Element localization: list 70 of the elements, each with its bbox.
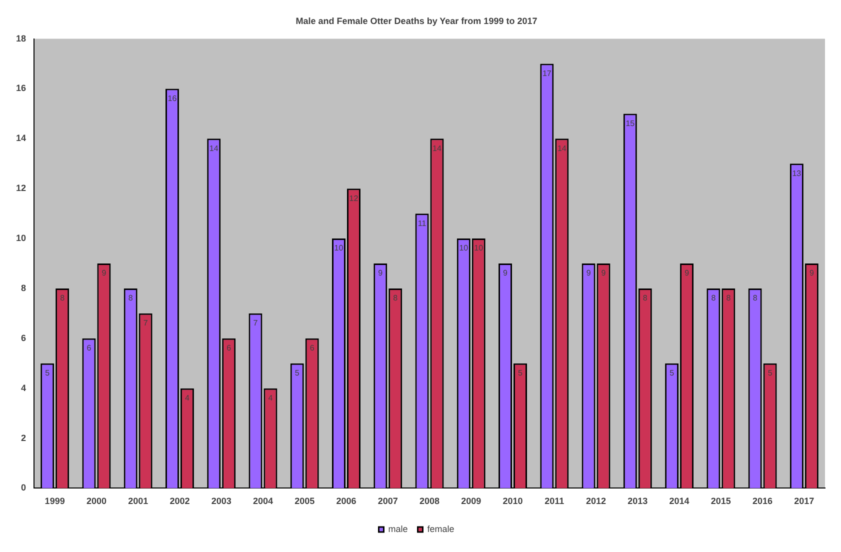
data-label: 8: [711, 294, 716, 303]
data-label: 5: [670, 368, 675, 378]
data-label: 15: [626, 118, 636, 128]
x-tick-label: 2007: [378, 496, 398, 506]
y-tick-label: 0: [20, 482, 26, 493]
data-label: 10: [459, 244, 469, 253]
x-tick-label: 2003: [211, 496, 232, 506]
x-tick-label: 2009: [461, 496, 482, 506]
y-tick-label: 8: [20, 282, 26, 293]
x-tick-label: 2011: [544, 496, 564, 506]
data-label: 5: [768, 368, 773, 378]
x-tick-label: 2015: [710, 496, 731, 506]
x-tick-label: 2005: [294, 496, 315, 506]
data-label: 7: [143, 318, 148, 328]
y-tick-label: 6: [20, 332, 26, 343]
data-label: 14: [432, 144, 442, 153]
data-label: 9: [503, 268, 508, 278]
y-tick-label: 4: [20, 382, 26, 393]
x-tick-label: 1999: [44, 496, 65, 506]
x-tick-label: 2014: [669, 496, 690, 506]
data-label: 14: [557, 144, 567, 153]
x-tick-label: 2002: [170, 496, 190, 506]
y-tick-label: 16: [16, 83, 26, 94]
x-tick-label: 2012: [586, 496, 606, 506]
data-label: 4: [184, 394, 190, 403]
data-label: 5: [518, 368, 524, 378]
data-label: 8: [752, 294, 758, 303]
data-label: 8: [393, 294, 398, 303]
y-tick-label: 12: [16, 183, 26, 194]
x-tick-label: 2017: [794, 496, 814, 506]
x-tick-label: 2004: [252, 496, 273, 506]
x-tick-label: 2000: [86, 496, 106, 506]
data-label: 16: [168, 94, 178, 103]
data-label: 9: [809, 268, 814, 278]
data-label: 4: [268, 394, 274, 403]
data-label: 9: [684, 268, 690, 278]
data-label: 5: [45, 368, 50, 378]
data-label: 11: [418, 218, 427, 228]
chart-title: Male and Female Otter Deaths by Year from 1999 to 2017: [296, 16, 538, 26]
data-label: 17: [542, 68, 552, 78]
y-tick-label: 18: [16, 33, 26, 44]
x-tick-label: 2010: [502, 496, 523, 506]
data-label: 5: [294, 368, 300, 378]
data-label: 9: [586, 268, 592, 278]
data-label: 6: [226, 344, 232, 353]
data-label: 6: [310, 344, 315, 353]
y-tick-label: 2: [20, 432, 26, 443]
data-label: 8: [60, 294, 66, 303]
x-tick-label: 2006: [336, 496, 356, 506]
data-label: 6: [86, 344, 92, 353]
x-tick-label: 2001: [128, 496, 148, 506]
data-label: 9: [102, 268, 107, 278]
data-label: 10: [474, 244, 484, 253]
data-label: 9: [378, 268, 384, 278]
y-tick-label: 14: [16, 133, 26, 144]
data-label: 8: [642, 294, 648, 303]
y-tick-label: 10: [16, 233, 26, 244]
data-label: 13: [792, 168, 802, 178]
data-label: 8: [726, 294, 732, 303]
data-label: 14: [209, 144, 219, 153]
data-label: 12: [349, 194, 359, 203]
data-label: 10: [334, 244, 344, 253]
x-tick-label: 2016: [752, 496, 773, 506]
legend-label: female: [427, 524, 454, 534]
legend-label: male: [388, 524, 408, 534]
data-label: 9: [601, 268, 606, 278]
data-label: 8: [128, 294, 134, 303]
x-tick-label: 2013: [628, 496, 648, 506]
x-tick-label: 2008: [419, 496, 440, 506]
data-label: 7: [253, 318, 258, 328]
